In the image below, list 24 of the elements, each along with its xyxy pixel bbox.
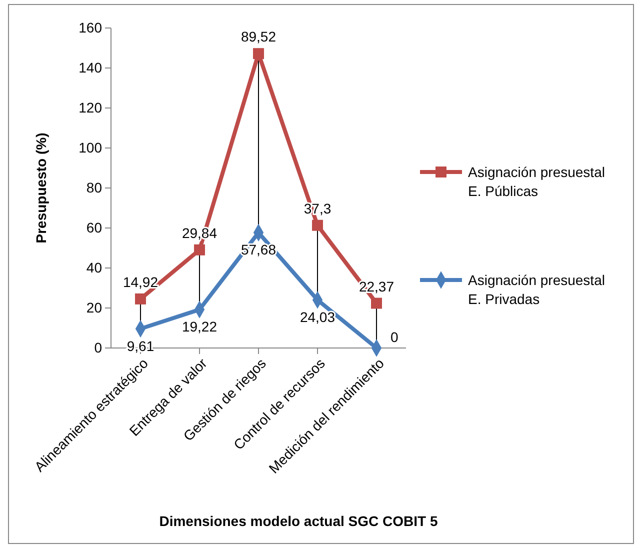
point [194,244,205,256]
annotation: 14,92 [122,274,158,290]
point [135,293,146,304]
point [312,220,323,231]
point [253,48,264,60]
data-label: 9,61 [126,338,154,354]
point [371,298,382,309]
y-tick-label: 40 [86,259,102,276]
y-tick-label: 100 [78,139,102,156]
y-tick-label: 140 [78,59,102,76]
y-tick-label: 80 [86,179,102,196]
y-tick-label: 160 [78,19,102,36]
y-tick-label: 0 [94,339,102,356]
data-label: 19,22 [182,318,218,335]
legend-label: Asignación presuestal E. Privadas [468,272,605,307]
y-axis-title: Presupuesto (%) [33,132,49,244]
x-axis-title: Dimensiones modelo actual SGC COBIT 5 [159,513,438,529]
annotation: 89,52 [240,28,276,45]
data-label: 24,03 [300,308,336,325]
y-tick-label: 120 [78,99,102,116]
data-label: 0 [390,329,398,345]
y-tick-label: 60 [86,219,102,236]
legend-label: Asignación presuestal E. Públicas [468,164,605,199]
y-tick-label: 20 [86,299,102,316]
